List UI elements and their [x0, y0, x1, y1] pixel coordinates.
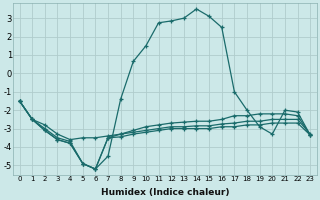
X-axis label: Humidex (Indice chaleur): Humidex (Indice chaleur) — [100, 188, 229, 197]
